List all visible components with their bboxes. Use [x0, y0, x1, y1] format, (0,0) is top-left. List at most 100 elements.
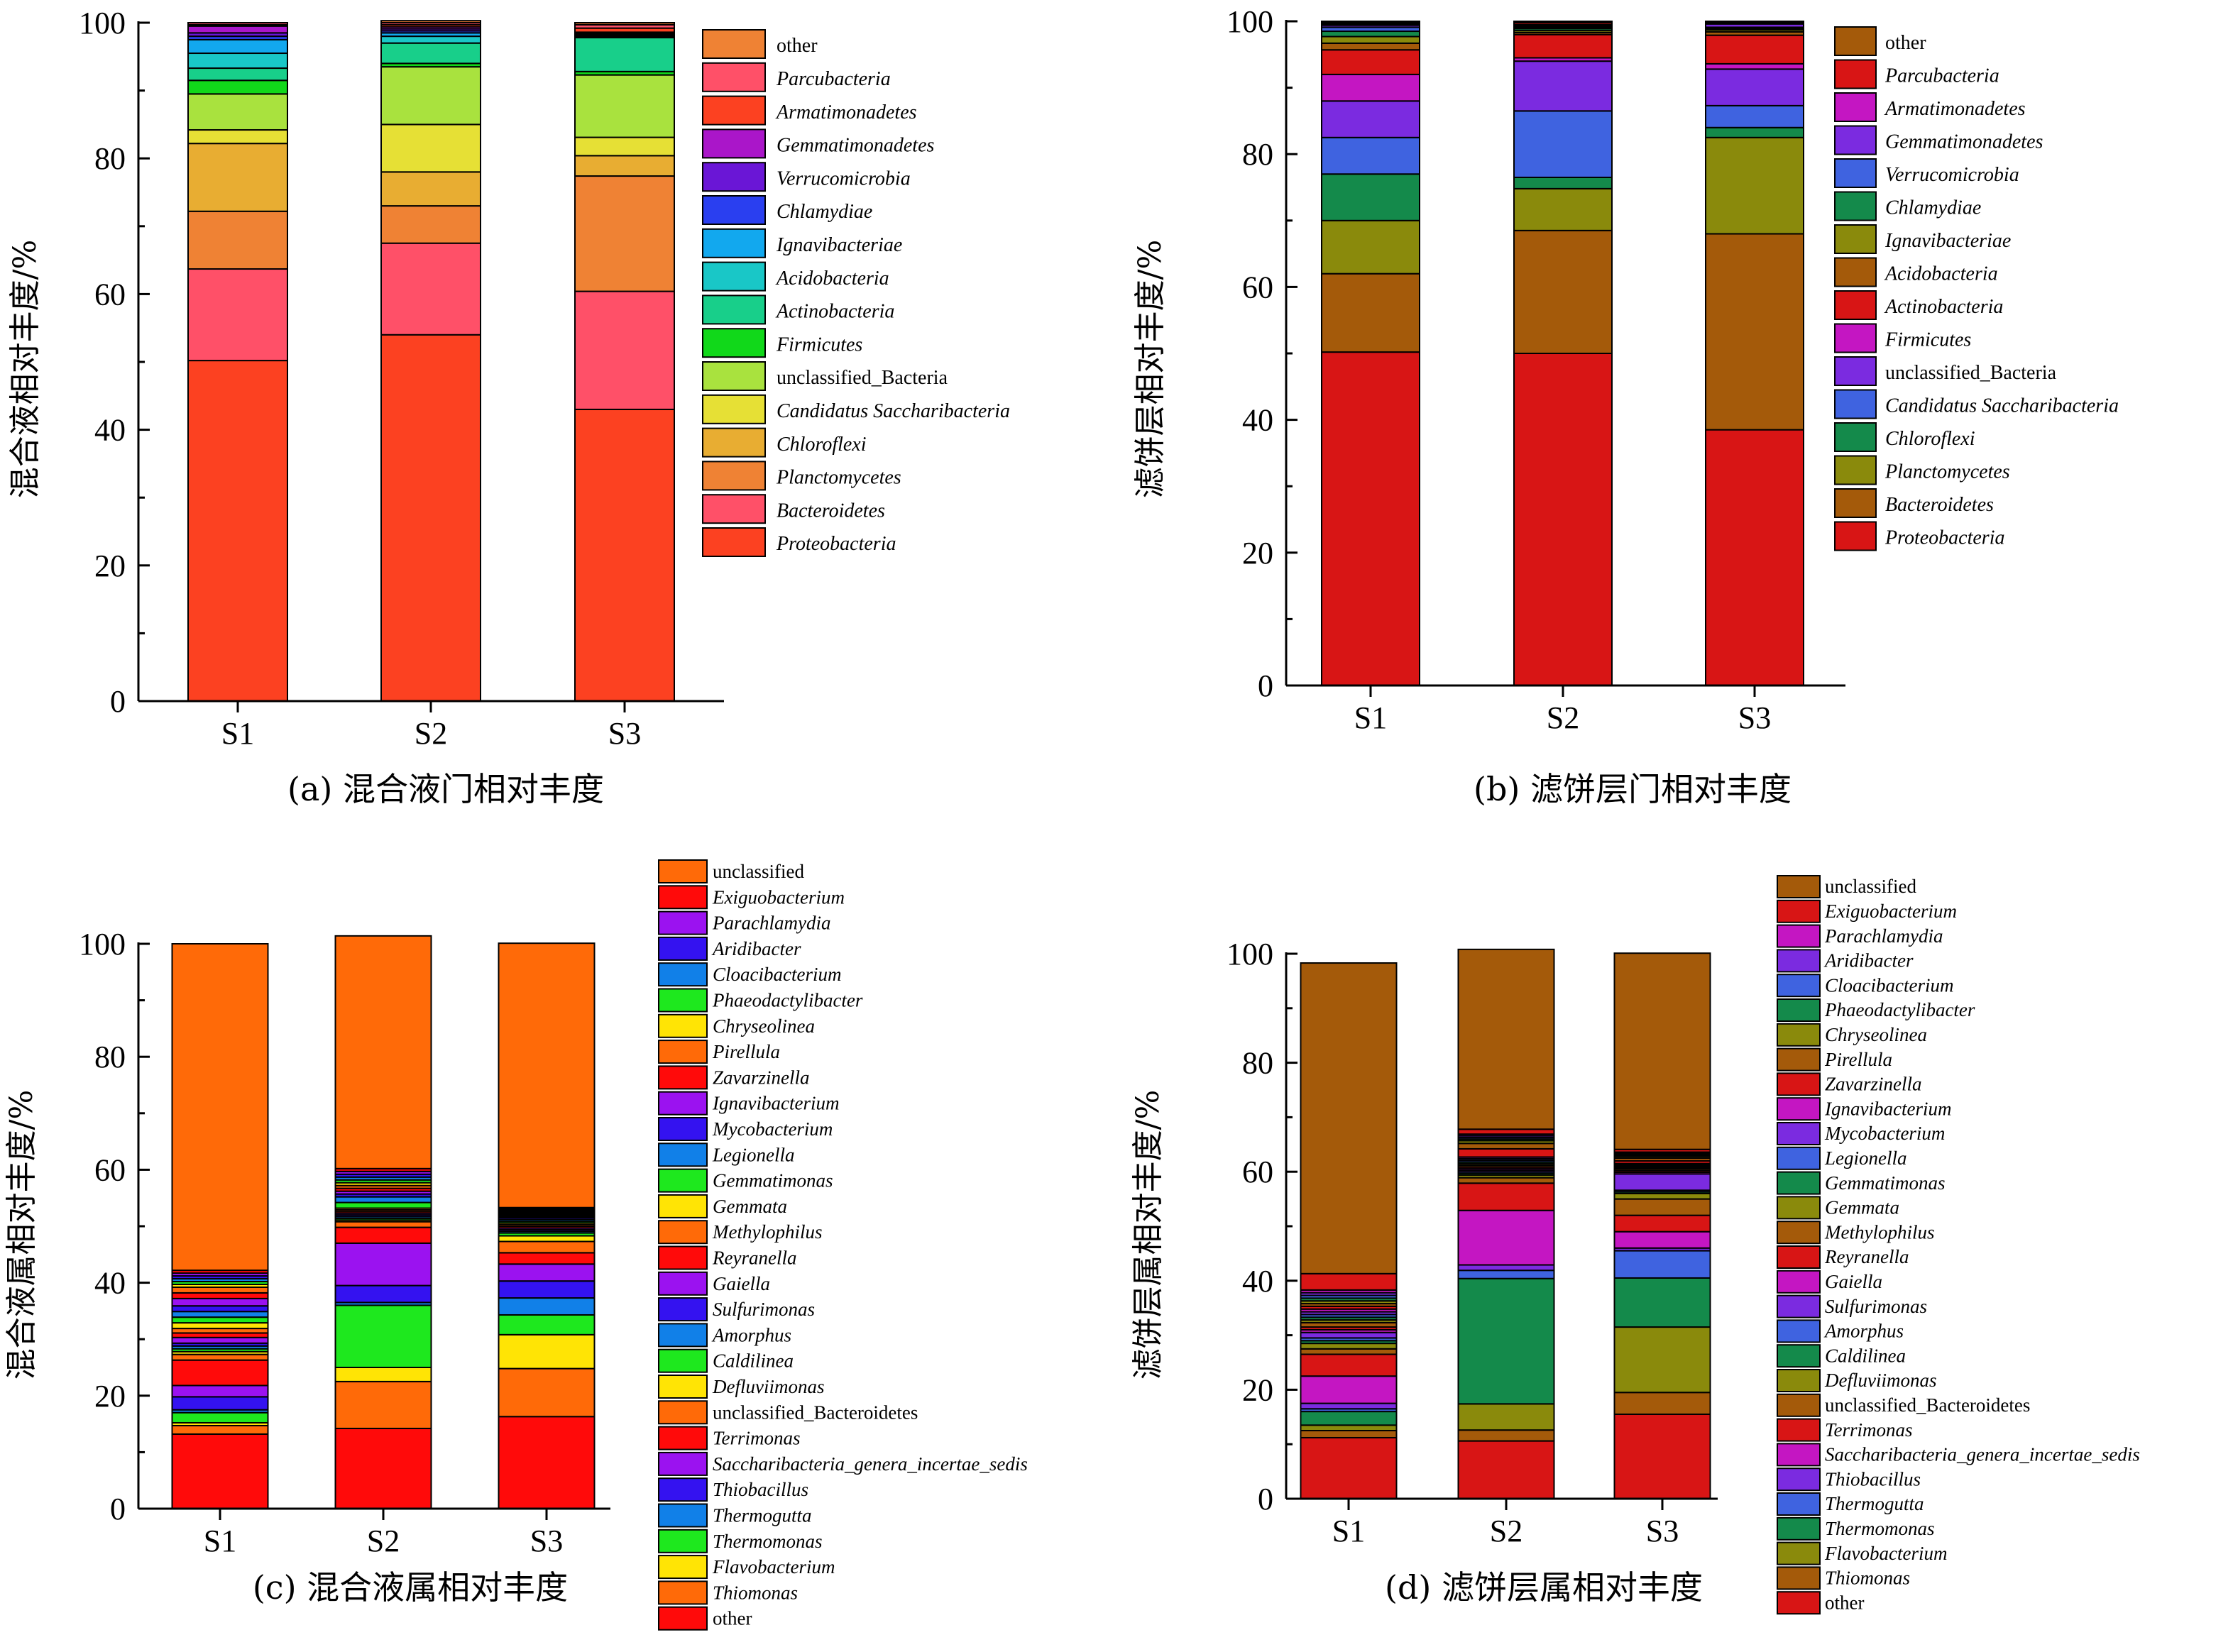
- legend-label: unclassified_Bacteria: [777, 367, 948, 389]
- legend-swatch: [1777, 1319, 1821, 1343]
- legend-item: unclassified_Bacteroidetes: [658, 1400, 918, 1425]
- bar-segment: [1300, 1402, 1398, 1410]
- legend-item: unclassified_Bacteria: [702, 361, 948, 391]
- legend-swatch: [658, 1040, 708, 1064]
- legend-label: Thiobacillus: [713, 1479, 808, 1500]
- legend-item: Reyranella: [1777, 1245, 1909, 1269]
- bar-segment: [1321, 49, 1420, 75]
- legend-swatch: [658, 1580, 708, 1605]
- bar-segment: [1513, 353, 1613, 686]
- legend-label: Verrucomicrobia: [1885, 164, 2019, 186]
- y-tick-label: 0: [1258, 668, 1273, 703]
- legend-label: Gaiella: [1825, 1271, 1882, 1292]
- y-tick-label: 80: [94, 141, 126, 176]
- legend-label: unclassified_Bacteroidetes: [1825, 1394, 2030, 1416]
- x-tick-label: S3: [1738, 700, 1771, 735]
- legend-item: Planctomycetes: [1834, 455, 2010, 485]
- legend-item: Exiguobacterium: [1777, 899, 1957, 923]
- legend-item: Acidobacteria: [702, 261, 889, 292]
- legend-label: Flavobacterium: [712, 1556, 835, 1577]
- legend-label: Planctomycetes: [1884, 461, 2010, 483]
- legend-label: Thermogutta: [713, 1504, 812, 1526]
- legend-label: Acidobacteria: [1884, 263, 1998, 285]
- legend: unclassified Exiguobacterium Parachlamydia…: [658, 859, 1028, 1631]
- legend-label: Zavarzinella: [1825, 1074, 1922, 1095]
- bar-segment: [1613, 1192, 1711, 1200]
- y-tick-label: 80: [1242, 1046, 1273, 1081]
- legend-swatch: [1777, 1023, 1821, 1047]
- bar-segment: [498, 1280, 596, 1299]
- legend-item: Thiobacillus: [1777, 1467, 1921, 1492]
- y-tick-label: 100: [79, 6, 126, 40]
- bar-segment: [171, 1292, 269, 1299]
- bar-segment: [574, 136, 675, 157]
- bar-segment: [1705, 21, 1804, 23]
- legend-item: Chryseolinea: [1777, 1023, 1927, 1047]
- y-axis-title: 混合液相对丰度/%: [7, 240, 43, 499]
- legend-label: Amorphus: [1823, 1321, 1904, 1342]
- bar-segment: [1457, 1429, 1555, 1442]
- legend-item: Terrimonas: [1777, 1418, 1913, 1442]
- y-tick-label: 100: [1227, 4, 1273, 39]
- legend-label: unclassified_Bacteria: [1885, 362, 2057, 384]
- legend-swatch: [1777, 899, 1821, 923]
- legend-label: other: [777, 35, 818, 57]
- legend-item: Proteobacteria: [702, 527, 896, 557]
- bar-segment: [1300, 1331, 1398, 1339]
- legend-label: Chloroflexi: [777, 434, 867, 456]
- legend-item: unclassified_Bacteroidetes: [1777, 1393, 2030, 1417]
- legend-item: unclassified: [1777, 875, 1916, 898]
- legend-label: Aridibacter: [711, 938, 801, 959]
- y-tick-label: 20: [1242, 1372, 1273, 1407]
- bar-segment: [1457, 1440, 1555, 1500]
- bar-segment: [1300, 1348, 1398, 1355]
- legend: other Parcubacteria Armatimonadetes Gemmati…: [702, 29, 1010, 557]
- chart-panel-c: 0 20 40 60 80 100 S1 S2 S3 混合液属相对丰度/% (c) 混合液属相对丰度…: [4, 859, 1028, 1631]
- x-tick-label: S1: [1332, 1514, 1365, 1548]
- bar-segment: [1457, 1177, 1555, 1184]
- legend-label: Exiguobacterium: [1824, 901, 1957, 922]
- legend-swatch: [1777, 924, 1821, 948]
- legend-swatch: [1777, 1492, 1821, 1516]
- legend-item: Gemmata: [658, 1194, 787, 1218]
- legend-swatch: [1777, 1072, 1821, 1096]
- y-tick-label: 100: [79, 927, 126, 962]
- legend-label: Gemmatimonadetes: [1885, 131, 2043, 153]
- bar-segment: [187, 25, 288, 34]
- legend-label: Sulfurimonas: [713, 1299, 815, 1320]
- bar-stack-s1: [1321, 21, 1420, 686]
- legend-swatch: [1834, 158, 1877, 188]
- legend-swatch: [658, 859, 708, 883]
- legend-swatch: [658, 1194, 708, 1218]
- bar-segment: [1513, 229, 1613, 354]
- panel-caption: (b) 滤饼层门相对丰度: [1474, 770, 1792, 808]
- legend-swatch: [1834, 59, 1877, 89]
- legend-item: Armatimonadetes: [1834, 92, 2026, 122]
- legend-item: Defluviimonas: [658, 1375, 824, 1399]
- legend-swatch: [658, 1220, 708, 1245]
- legend-swatch: [1777, 1196, 1821, 1220]
- legend-label: Reyranella: [1824, 1246, 1909, 1267]
- legend-swatch: [702, 527, 766, 557]
- legend-item: Chlamydiae: [1834, 191, 1981, 221]
- bar-segment: [1613, 1214, 1711, 1233]
- legend-label: Saccharibacteria_genera_incertae_sedis: [713, 1453, 1028, 1475]
- legend-swatch: [1834, 455, 1877, 485]
- legend-label: Planctomycetes: [776, 467, 901, 489]
- bar-segment: [334, 935, 432, 1169]
- legend-item: Sulfurimonas: [1777, 1294, 1927, 1318]
- bar-segment: [1613, 952, 1711, 1150]
- y-tick-label: 0: [1258, 1482, 1273, 1516]
- bar-segment: [1300, 1375, 1398, 1404]
- bar-segment: [187, 67, 288, 82]
- legend-swatch: [702, 494, 766, 524]
- legend-label: Chlamydiae: [1885, 197, 1981, 219]
- legend-swatch: [658, 885, 708, 910]
- bar-segment: [1513, 176, 1613, 189]
- bar-segment: [380, 20, 481, 23]
- bar-segment: [171, 1322, 269, 1330]
- legend-label: Methylophilus: [1824, 1221, 1934, 1243]
- legend-label: Chryseolinea: [713, 1015, 815, 1037]
- legend-label: Pirellula: [1824, 1049, 1892, 1070]
- bar-segment: [1300, 1272, 1398, 1291]
